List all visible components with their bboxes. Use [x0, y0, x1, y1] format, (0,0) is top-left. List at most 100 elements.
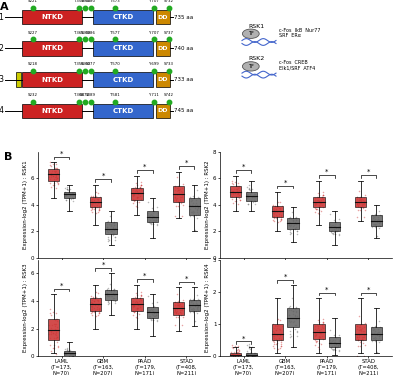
Point — [111, 230, 117, 236]
Point — [244, 357, 251, 363]
Point — [133, 314, 139, 320]
Point — [134, 292, 140, 298]
Point — [108, 228, 115, 234]
Point — [52, 330, 59, 336]
Point — [89, 300, 95, 306]
Point — [62, 355, 69, 361]
Point — [52, 171, 58, 177]
Point — [318, 340, 324, 346]
Point — [88, 304, 95, 310]
Point — [378, 213, 384, 219]
Y-axis label: Expression-log2 (TPM+1) : RSK1: Expression-log2 (TPM+1) : RSK1 — [23, 160, 28, 249]
Point — [372, 331, 379, 337]
Point — [232, 190, 238, 196]
Point — [192, 205, 198, 211]
Point — [235, 183, 242, 189]
Point — [287, 319, 294, 325]
Point — [358, 201, 365, 207]
Point — [228, 356, 235, 362]
Point — [131, 191, 138, 197]
Point — [48, 171, 54, 177]
Point — [277, 332, 284, 338]
Point — [372, 323, 378, 329]
Point — [320, 189, 326, 195]
Text: NTKD: NTKD — [41, 76, 63, 82]
Text: S377: S377 — [86, 62, 96, 66]
Point — [106, 213, 113, 219]
Point — [236, 346, 242, 352]
Point — [154, 307, 160, 313]
Point — [276, 200, 283, 206]
Point — [154, 221, 160, 227]
Point — [315, 345, 321, 351]
Point — [369, 224, 376, 230]
Point — [235, 355, 242, 361]
Point — [91, 305, 98, 311]
Point — [312, 342, 318, 348]
Point — [136, 184, 143, 190]
Point — [172, 322, 178, 328]
Point — [148, 212, 155, 218]
Point — [270, 205, 277, 211]
Point — [314, 317, 321, 323]
Point — [176, 194, 183, 200]
Point — [320, 192, 326, 198]
Point — [229, 344, 236, 350]
Point — [48, 172, 54, 178]
Point — [232, 198, 238, 204]
FancyBboxPatch shape — [189, 300, 200, 311]
Text: *: * — [60, 151, 63, 157]
Point — [176, 187, 182, 193]
Point — [153, 312, 160, 318]
Point — [65, 187, 71, 193]
Point — [234, 185, 241, 191]
Point — [62, 191, 69, 197]
Point — [230, 351, 236, 357]
Point — [90, 302, 97, 307]
Point — [108, 293, 115, 299]
Point — [270, 343, 276, 349]
Point — [278, 331, 284, 337]
Point — [193, 298, 200, 304]
Point — [336, 221, 342, 227]
Point — [318, 197, 324, 203]
Point — [360, 195, 367, 201]
Point — [314, 190, 321, 196]
Point — [312, 329, 318, 335]
Point — [64, 346, 70, 352]
Point — [174, 185, 180, 191]
Point — [134, 304, 140, 310]
Point — [313, 206, 319, 212]
Point — [228, 349, 234, 355]
FancyBboxPatch shape — [313, 197, 325, 207]
Point — [271, 330, 277, 336]
Point — [109, 220, 116, 226]
Point — [375, 326, 382, 332]
Point — [193, 197, 200, 203]
Point — [111, 222, 117, 228]
Point — [110, 288, 117, 294]
Point — [252, 357, 258, 363]
Point — [55, 181, 61, 187]
Point — [250, 352, 256, 358]
Point — [105, 234, 111, 240]
Point — [51, 168, 57, 174]
Point — [319, 194, 325, 200]
Point — [278, 216, 285, 222]
Point — [333, 341, 340, 347]
Point — [330, 346, 336, 352]
Point — [372, 338, 378, 344]
Point — [111, 295, 117, 301]
Point — [331, 345, 338, 351]
Point — [104, 227, 110, 233]
Text: S380: S380 — [86, 0, 96, 3]
Point — [108, 222, 114, 228]
Point — [232, 190, 238, 196]
Point — [177, 186, 184, 192]
Point — [95, 312, 101, 318]
Point — [105, 285, 112, 291]
Point — [71, 351, 77, 357]
Point — [246, 182, 253, 188]
Point — [63, 351, 69, 357]
Point — [286, 222, 293, 228]
